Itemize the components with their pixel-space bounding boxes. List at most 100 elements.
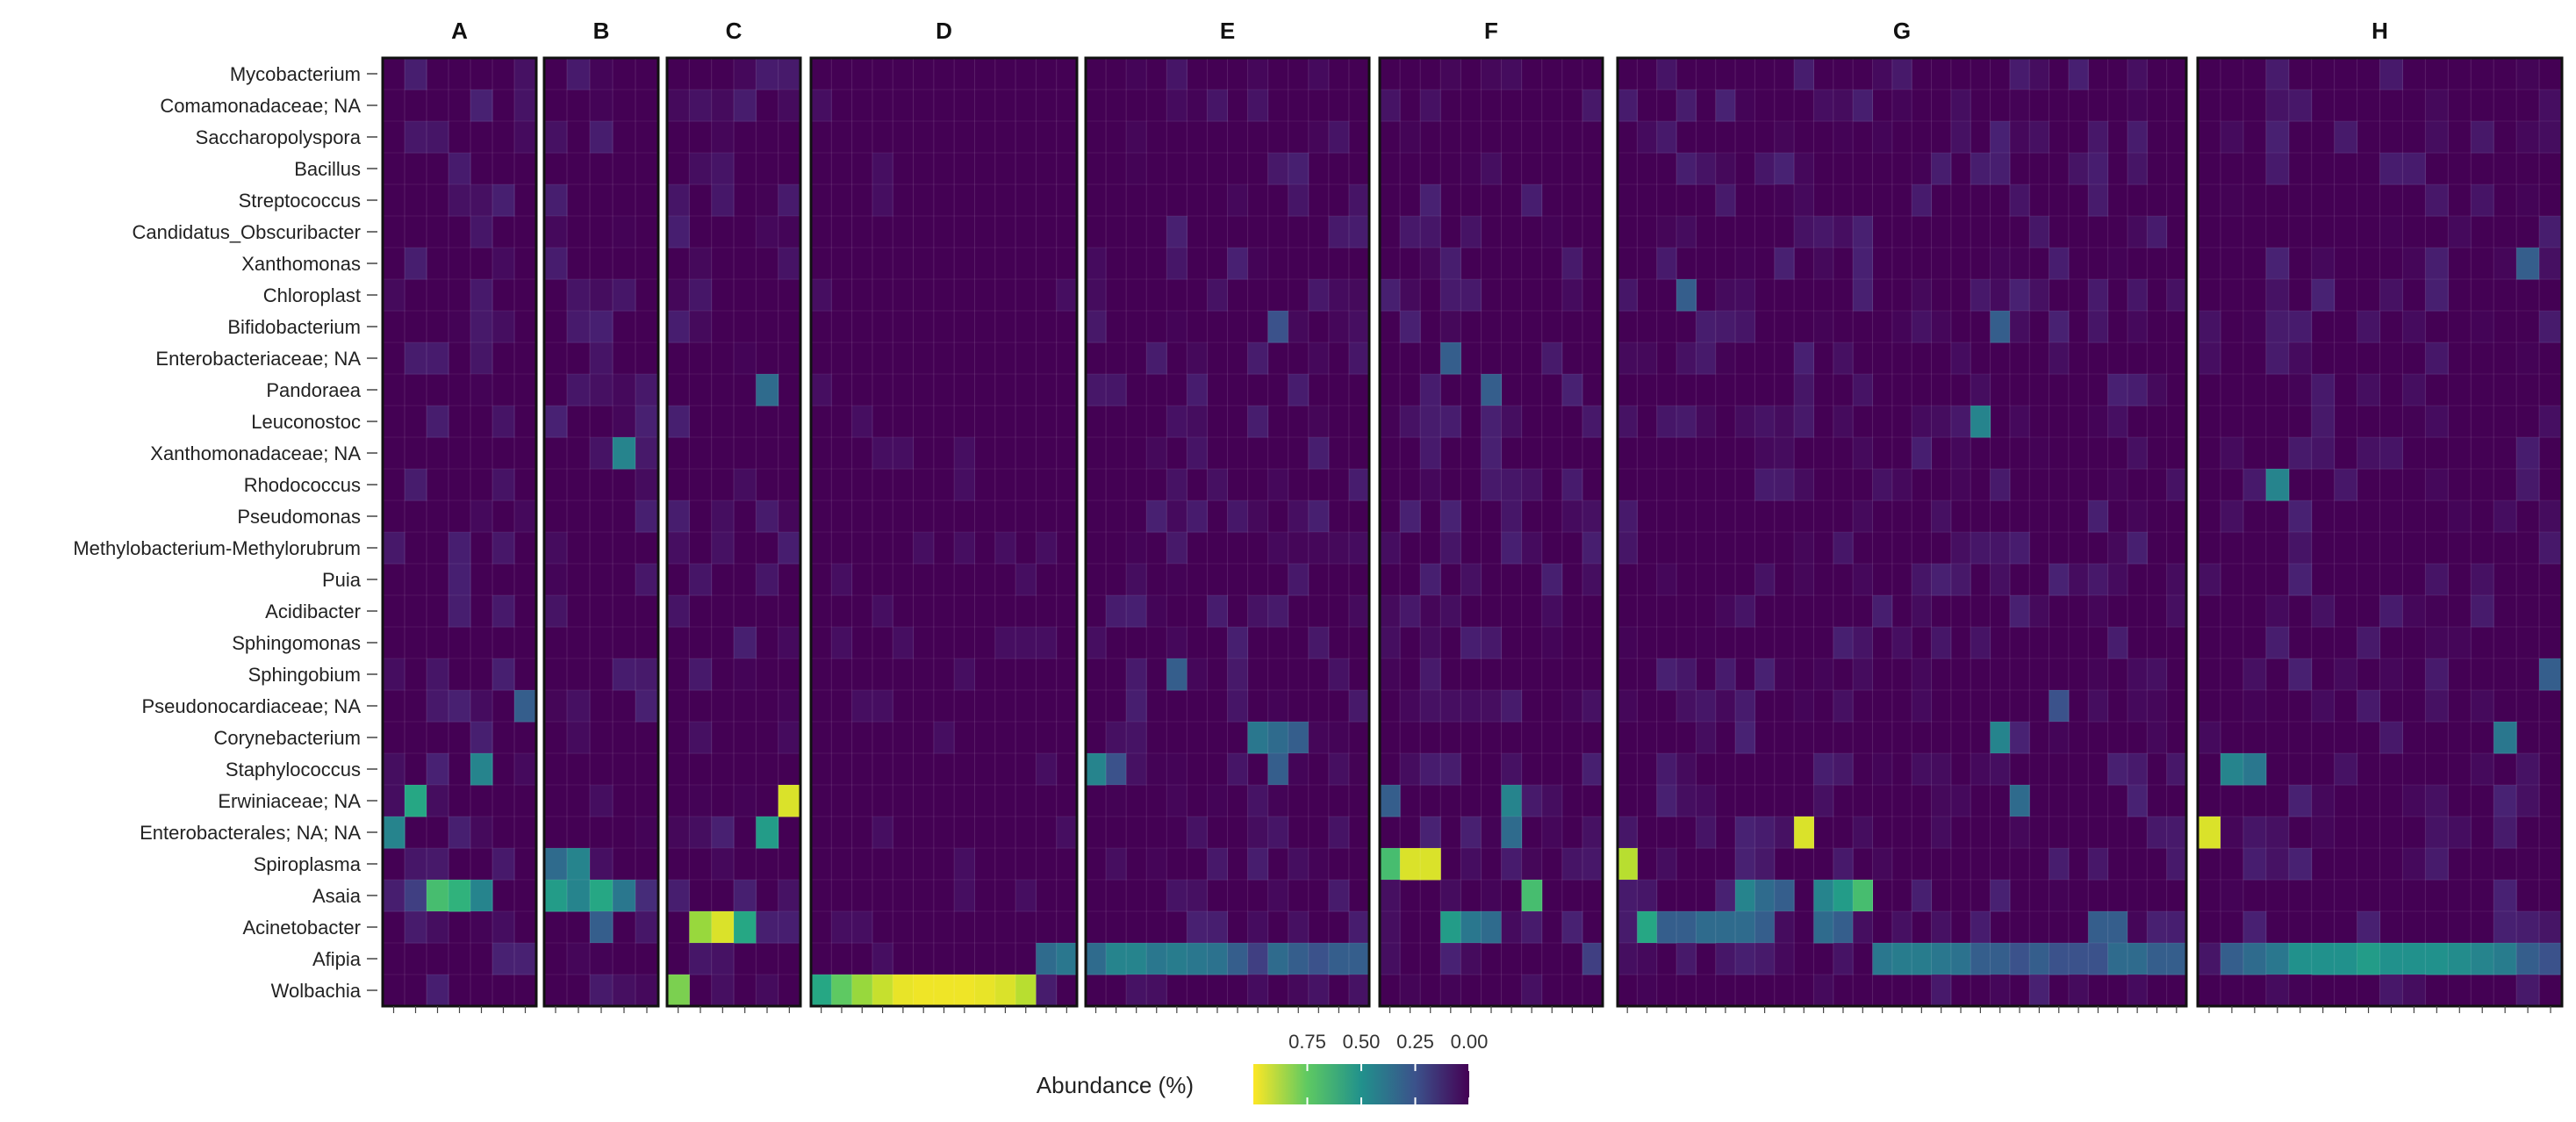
legend-title: Abundance (%): [1037, 1072, 1194, 1098]
cell-e-acinetobacter-5: [1187, 911, 1208, 944]
cell-e-sphingobium-4: [1166, 658, 1188, 691]
cell-f-pseudomonas-1: [1400, 500, 1421, 533]
cell-g-wolbachia-23: [2068, 975, 2089, 1007]
cell-h-xanthomonas-10: [2425, 248, 2449, 280]
cell-h-afipia-2: [2242, 943, 2267, 975]
cell-g-afipia-26: [2127, 943, 2148, 975]
cell-h-xanthomonadaceae-na-8: [2379, 437, 2403, 470]
cell-h-spiroplasma-4: [2288, 848, 2313, 881]
cell-e-mycobacterium-8: [1247, 58, 1269, 90]
facet-g: G: [1616, 18, 2188, 1013]
cell-h-chloroplast-5: [2311, 279, 2336, 312]
cell-a-comamonadaceae-na-6: [514, 90, 537, 122]
cell-g-enterobacteriaceae-na-17: [1950, 342, 1971, 375]
cell-e-enterobacteriaceae-na-11: [1308, 342, 1330, 375]
cell-e-xanthomonas-0: [1086, 248, 1107, 280]
cell-e-staphylococcus-9: [1267, 753, 1289, 786]
cell-g-pseudonocardiaceae-na-3: [1676, 690, 1697, 723]
cell-g-pseudomonas-16: [1931, 500, 1952, 533]
cell-f-erwiniaceae-na-7: [1521, 785, 1543, 817]
cell-b-bifidobacterium-2: [590, 311, 614, 343]
cell-f-pseudomonas-6: [1501, 500, 1523, 533]
cell-g-leuconostoc-17: [1950, 406, 1971, 438]
cell-f-asaia-7: [1521, 880, 1543, 912]
cell-e-enterobacterales-na-na-8: [1247, 816, 1269, 849]
cell-g-leuconostoc-11: [1833, 406, 1854, 438]
cell-b-pseudonocardiaceae-na-4: [635, 690, 659, 723]
cell-e-candidatus-obscuribacter-13: [1348, 216, 1370, 248]
cell-e-xanthomonas-8: [1247, 248, 1269, 280]
cell-e-comamonadaceae-na-8: [1247, 90, 1269, 122]
cell-e-methylobacterium-methylorubrum-12: [1328, 532, 1350, 565]
cell-h-rhodococcus-6: [2334, 469, 2358, 501]
cell-g-puia-17: [1950, 564, 1971, 596]
row-label-sphingomonas: Sphingomonas: [232, 632, 361, 654]
cell-g-bifidobacterium-5: [1715, 311, 1736, 343]
cell-h-acinetobacter-2: [2242, 911, 2267, 944]
cell-g-bifidobacterium-4: [1696, 311, 1717, 343]
cell-f-staphylococcus-10: [1582, 753, 1604, 786]
cell-e-corynebacterium-1: [1106, 722, 1127, 754]
cell-h-mycobacterium-8: [2379, 58, 2403, 90]
cell-e-sphingomonas-11: [1308, 627, 1330, 659]
cell-e-afipia-5: [1187, 943, 1208, 975]
cell-g-leuconostoc-6: [1735, 406, 1755, 438]
cell-h-enterobacterales-na-na-13: [2493, 816, 2517, 849]
cell-e-comamonadaceae-na-5: [1187, 90, 1208, 122]
cell-g-pandoraea-26: [2127, 374, 2148, 406]
cell-h-wolbachia-4: [2288, 975, 2313, 1007]
cell-e-acinetobacter-10: [1288, 911, 1310, 944]
cell-f-xanthomonadaceae-na-5: [1481, 437, 1503, 470]
cell-e-mycobacterium-11: [1308, 58, 1330, 90]
cell-c-bifidobacterium-1: [689, 311, 713, 343]
cell-g-xanthomonas-2: [1656, 248, 1677, 280]
cell-g-methylobacterium-methylorubrum-25: [2107, 532, 2128, 565]
cell-g-enterobacterales-na-na-12: [1853, 816, 1873, 849]
cell-h-sphingomonas-11: [2448, 627, 2472, 659]
cell-g-candidatus-obscuribacter-11: [1833, 216, 1854, 248]
cell-e-spiroplasma-6: [1207, 848, 1228, 881]
row-label-acidibacter: Acidibacter: [265, 601, 361, 622]
cell-h-staphylococcus-1: [2220, 753, 2244, 786]
cell-f-methylobacterium-methylorubrum-7: [1521, 532, 1543, 565]
cell-g-sphingobium-12: [1853, 658, 1873, 691]
cell-g-chloroplast-12: [1853, 279, 1873, 312]
cell-h-chloroplast-8: [2379, 279, 2403, 312]
cell-h-acinetobacter-14: [2516, 911, 2540, 944]
cell-e-wolbachia-8: [1247, 975, 1269, 1007]
cell-e-pseudomonas-11: [1308, 500, 1330, 533]
cell-h-wolbachia-9: [2402, 975, 2426, 1007]
cell-e-acidibacter-1: [1106, 595, 1127, 628]
cell-e-enterobacterales-na-na-9: [1267, 816, 1289, 849]
cell-g-saccharopolyspora-11: [1833, 121, 1854, 154]
cell-e-wolbachia-2: [1126, 975, 1147, 1007]
cell-d-wolbachia-11: [1036, 975, 1058, 1007]
cell-g-wolbachia-21: [2029, 975, 2050, 1007]
cell-e-enterobacterales-na-na-12: [1328, 816, 1350, 849]
cell-c-chloroplast-1: [689, 279, 713, 312]
cell-c-enterobacterales-na-na-2: [711, 816, 735, 849]
cell-b-saccharopolyspora-2: [590, 121, 614, 154]
cell-c-pandoraea-4: [756, 374, 779, 406]
cell-g-bacillus-18: [1970, 153, 1991, 185]
cell-h-acidibacter-8: [2379, 595, 2403, 628]
cell-b-xanthomonadaceae-na-2: [590, 437, 614, 470]
cell-a-mycobacterium-6: [514, 58, 537, 90]
cell-g-acidibacter-24: [2088, 595, 2109, 628]
cell-e-afipia-11: [1308, 943, 1330, 975]
cell-c-erwiniaceae-na-1: [689, 785, 713, 817]
cell-g-pseudonocardiaceae-na-5: [1715, 690, 1736, 723]
cell-g-afipia-17: [1950, 943, 1971, 975]
cell-g-chloroplast-15: [1912, 279, 1933, 312]
cell-c-candidatus-obscuribacter-0: [667, 216, 690, 248]
cell-g-acinetobacter-12: [1853, 911, 1873, 944]
cell-g-leuconostoc-2: [1656, 406, 1677, 438]
cell-f-erwiniaceae-na-0: [1380, 785, 1401, 817]
cell-d-afipia-11: [1036, 943, 1058, 975]
cell-a-puia-3: [448, 564, 471, 596]
cell-h-saccharopolyspora-6: [2334, 121, 2358, 154]
facet-b: B: [542, 18, 660, 1013]
cell-c-comamonadaceae-na-3: [734, 90, 757, 122]
cell-f-candidatus-obscuribacter-1: [1400, 216, 1421, 248]
